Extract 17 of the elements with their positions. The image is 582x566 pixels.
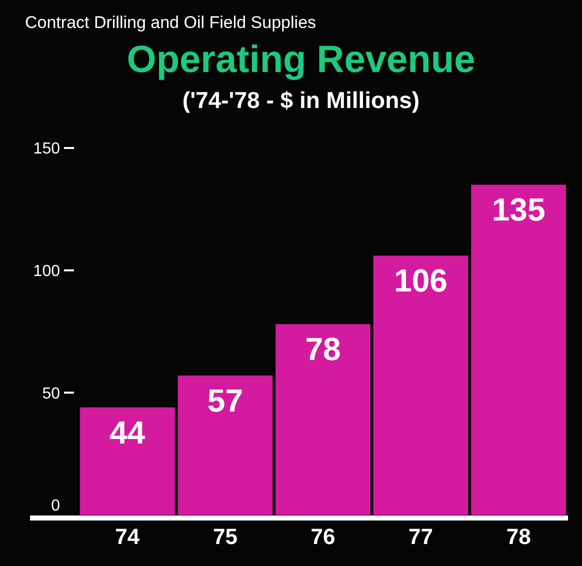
data-label: 44 bbox=[110, 414, 146, 450]
x-tick-label: 75 bbox=[212, 524, 238, 549]
chart-subtitle: ('74-'78 - $ in Millions) bbox=[182, 87, 420, 113]
y-tick-label: 50 bbox=[42, 385, 60, 402]
data-label: 135 bbox=[492, 192, 546, 228]
x-tick-label: 78 bbox=[506, 524, 531, 549]
data-label: 106 bbox=[394, 262, 448, 299]
chart-title: Operating Revenue bbox=[126, 39, 476, 81]
x-tick-label: 74 bbox=[115, 524, 140, 549]
y-tick-label: 100 bbox=[33, 262, 60, 280]
data-label: 78 bbox=[305, 331, 341, 368]
y-tick-label: 0 bbox=[51, 498, 60, 515]
x-tick-label: 76 bbox=[310, 524, 336, 549]
x-tick-label: 77 bbox=[408, 524, 434, 549]
text: Contract Drilling and Oil Field Supplies bbox=[25, 13, 316, 32]
data-label: 57 bbox=[207, 382, 244, 419]
y-tick-label: 150 bbox=[33, 140, 60, 158]
